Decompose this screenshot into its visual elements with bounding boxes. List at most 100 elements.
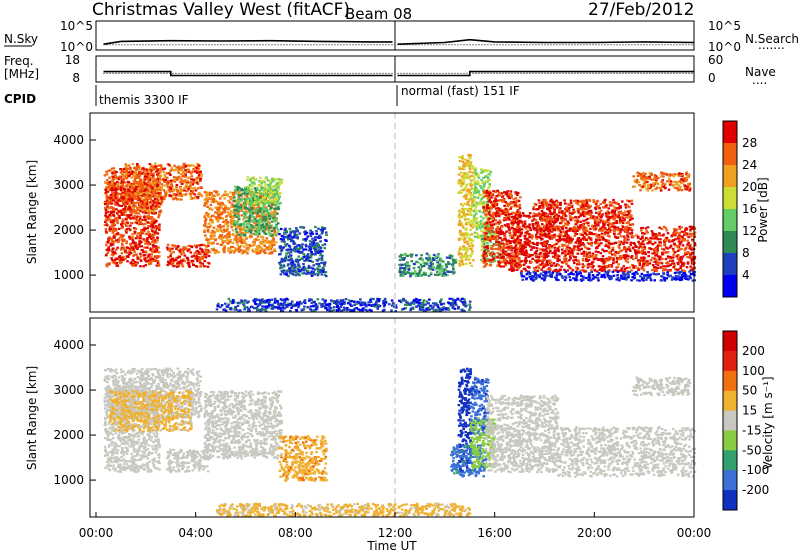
- heatmap-cell-1504: [132, 197, 136, 200]
- heatmap-cell-2443: [205, 250, 208, 253]
- heatmap-cell-2710: [270, 220, 274, 223]
- heatmap-cell-2645: [263, 227, 266, 230]
- heatmap-cell-1621: [183, 171, 186, 174]
- heatmap-cell-3971: [432, 305, 435, 308]
- heatmap-cell-4440: [471, 201, 475, 204]
- heatmap-cell-1417: [154, 184, 157, 187]
- heatmap-cell-92: [140, 245, 143, 248]
- heatmap-cell-4813: [480, 245, 484, 248]
- heatmap-cell-2108: [271, 243, 274, 247]
- heatmap-cell-1926: [240, 209, 243, 212]
- heatmap-cell-2756: [253, 217, 257, 220]
- power-heatmap: [103, 113, 697, 313]
- heatmap-cell-1634: [121, 193, 125, 196]
- heatmap-cell-2602: [265, 241, 269, 244]
- heatmap-cell-3891: [325, 303, 329, 306]
- heatmap-cell-4213: [432, 266, 436, 269]
- heatmap-cell-2963: [254, 230, 257, 233]
- heatmap-cell-779: [133, 231, 137, 234]
- heatmap-cell-2309: [230, 210, 233, 213]
- heatmap-cell-3840: [390, 299, 394, 302]
- heatmap-cell-3607: [265, 301, 269, 304]
- heatmap-cell-4832: [489, 246, 493, 249]
- heatmap-cell-2962: [262, 226, 266, 229]
- heatmap-cell-2588: [260, 195, 264, 198]
- heatmap-cell-945: [158, 202, 162, 205]
- heatmap-cell-3561: [303, 299, 307, 302]
- heatmap-cell-1103: [126, 191, 130, 194]
- heatmap-cell-2872: [258, 208, 262, 211]
- heatmap-cell-4144: [409, 253, 412, 256]
- heatmap-cell-4752: [475, 221, 479, 224]
- heatmap-cell-186: [148, 258, 151, 262]
- heatmap-cell-1271: [168, 190, 172, 193]
- heatmap-cell-414: [125, 246, 129, 249]
- heatmap-cell-4485: [464, 194, 467, 197]
- heatmap-cell-3152: [305, 245, 308, 248]
- heatmap-cell-2715: [275, 186, 279, 189]
- heatmap-cell-1202: [138, 206, 142, 209]
- heatmap-cell-4514: [469, 198, 473, 201]
- heatmap-cell-3319: [309, 229, 312, 232]
- heatmap-cell-3201: [315, 230, 318, 233]
- heatmap-cell-2779: [271, 193, 275, 196]
- heatmap-cell-4018: [440, 303, 443, 306]
- heatmap-cell-4493: [465, 250, 469, 253]
- heatmap-cell-3693: [336, 304, 339, 307]
- heatmap-cell-2052: [232, 251, 236, 254]
- heatmap-cell-3699: [297, 302, 300, 305]
- heatmap-cell-3439: [287, 251, 290, 255]
- heatmap-cell-69: [134, 186, 138, 189]
- heatmap-cell-3508: [309, 255, 313, 258]
- heatmap-cell-2244: [270, 213, 273, 216]
- heatmap-cell-3767: [249, 305, 253, 308]
- heatmap-cell-4246: [407, 264, 411, 267]
- heatmap-cell-1833: [168, 262, 171, 265]
- heatmap-cell-1181: [144, 211, 148, 215]
- heatmap-cell-543: [130, 221, 133, 225]
- heatmap-cell-569: [132, 216, 135, 219]
- heatmap-cell-2738: [277, 186, 280, 189]
- heatmap-cell-2204: [251, 248, 254, 251]
- heatmap-cell-774: [155, 219, 158, 222]
- heatmap-cell-500: [152, 218, 156, 221]
- heatmap-cell-1814: [178, 256, 182, 259]
- heatmap-cell-628: [153, 241, 156, 244]
- heatmap-cell-1988: [265, 237, 269, 240]
- heatmap-cell-3426: [305, 272, 308, 276]
- heatmap-cell-1801: [169, 254, 172, 257]
- heatmap-cell-1207: [146, 206, 149, 210]
- heatmap-cell-648: [135, 222, 139, 225]
- heatmap-cell-4220: [443, 274, 446, 278]
- heatmap-cell-2849: [253, 226, 257, 229]
- heatmap-cell-1446: [133, 173, 136, 176]
- heatmap-cell-261: [123, 222, 127, 225]
- heatmap-cell-1874: [232, 211, 235, 214]
- heatmap-cell-1356: [196, 162, 199, 165]
- heatmap-cell-239: [144, 259, 147, 262]
- heatmap-cell-3429: [296, 268, 300, 271]
- heatmap-cell-1489: [151, 166, 154, 169]
- heatmap-cell-2382: [240, 228, 244, 231]
- heatmap-cell-1127: [109, 206, 112, 209]
- heatmap-cell-4940: [483, 236, 487, 239]
- heatmap-cell-1335: [168, 164, 172, 167]
- heatmap-cell-1538: [127, 189, 130, 192]
- heatmap-cell-4050: [402, 274, 405, 278]
- heatmap-cell-2585: [256, 206, 260, 209]
- heatmap-cell-4706: [479, 222, 483, 225]
- heatmap-cell-777: [118, 260, 121, 263]
- heatmap-cell-3339: [314, 238, 317, 242]
- heatmap-cell-61: [110, 253, 114, 256]
- heatmap-cell-3754: [377, 300, 381, 303]
- heatmap-cell-1113: [143, 204, 147, 207]
- heatmap-cell-4382: [458, 159, 462, 163]
- heatmap-cell-3455: [310, 270, 314, 273]
- heatmap-cell-2494: [253, 242, 256, 245]
- heatmap-cell-3576: [270, 298, 274, 301]
- heatmap-cell-3510: [279, 253, 282, 256]
- heatmap-cell-2929: [263, 231, 266, 234]
- heatmap-cell-511: [137, 212, 141, 215]
- heatmap-cell-4429: [463, 162, 467, 165]
- heatmap-cell-2797: [245, 187, 249, 190]
